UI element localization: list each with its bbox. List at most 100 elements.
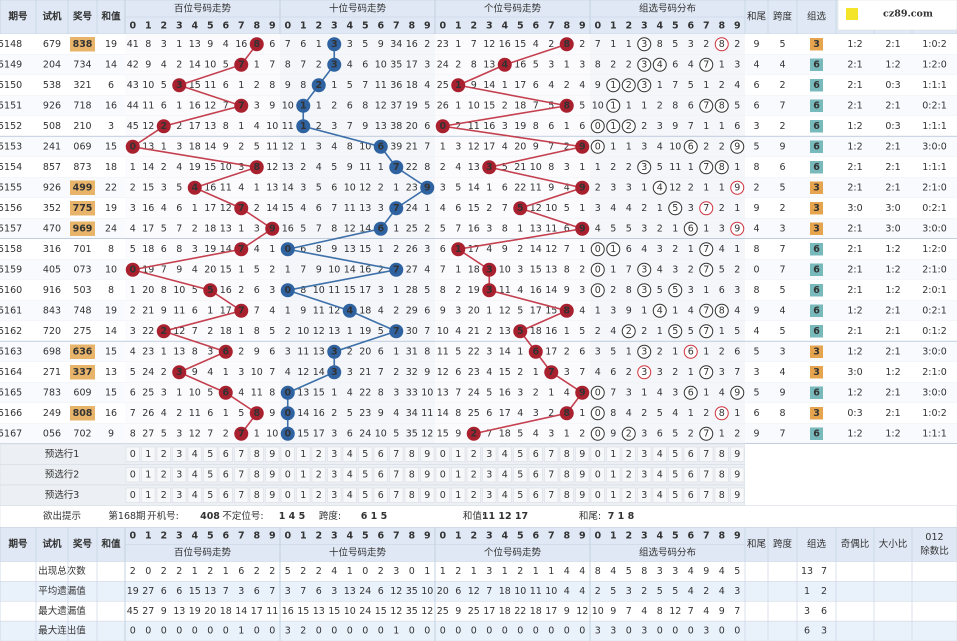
omission: 1 <box>424 203 430 214</box>
span: 7 <box>779 428 785 439</box>
preselect-cell <box>497 446 512 462</box>
omission: 1 <box>517 346 523 357</box>
stats-value: 45 <box>127 606 139 617</box>
omission: 15 <box>189 80 201 91</box>
omission: 2 <box>734 39 740 50</box>
group-bg <box>810 38 823 51</box>
omission: 20 <box>142 285 154 296</box>
preselect-digit: 0 <box>440 490 446 501</box>
sum-tail: 8 <box>753 244 759 255</box>
digit-header: 7 <box>238 531 245 542</box>
omission: 4 <box>657 387 663 398</box>
omission: 5 <box>672 428 678 439</box>
digit-header: 0 <box>129 21 136 32</box>
omission: 8 <box>424 346 430 357</box>
omission: 1 <box>719 59 725 70</box>
stats-value: 6 <box>254 586 260 597</box>
omission: 1 <box>641 100 647 111</box>
stats-value: 15 <box>189 586 201 597</box>
digit-header: 7 <box>703 531 710 542</box>
group-digit: 7 <box>703 203 709 214</box>
omission: 10 <box>344 182 356 193</box>
omission: 12 <box>530 203 542 214</box>
mod3: 1:1:1 <box>922 121 947 132</box>
group-hit <box>699 262 714 277</box>
omission: 1 <box>703 346 709 357</box>
omission: 11 <box>499 285 511 296</box>
omission: 4 <box>238 387 244 398</box>
omission: 4 <box>688 59 694 70</box>
stats-group: 6 <box>804 626 810 637</box>
group-digit: 8 <box>719 408 725 419</box>
omission: 18 <box>220 326 232 337</box>
group-hit <box>714 37 729 52</box>
omission: 1 <box>161 346 167 357</box>
section-bg <box>125 341 280 362</box>
size: 2:1 <box>885 141 900 152</box>
mod3: 0:1:2 <box>922 326 947 337</box>
omission: 15 <box>282 203 294 214</box>
omission: 1 <box>486 305 492 316</box>
omission: 4 <box>579 305 585 316</box>
preselect-digit: 2 <box>471 449 477 460</box>
omission: 4 <box>254 121 260 132</box>
trend-line <box>130 43 274 435</box>
omission: 14 <box>483 80 495 91</box>
preselect-cell <box>280 446 295 462</box>
digit-header: 7 <box>548 21 555 32</box>
hit-ball <box>575 221 590 236</box>
parity: 1:2 <box>847 387 862 398</box>
hit-ball <box>234 303 249 318</box>
omission: 2 <box>316 59 322 70</box>
sum-tail: 3 <box>753 367 759 378</box>
hit-digit: 0 <box>439 121 446 132</box>
omission: 5 <box>347 408 353 419</box>
group-digit: 6 <box>688 223 694 234</box>
stats-value: 0 <box>378 626 384 637</box>
hit-digit: 0 <box>284 244 291 255</box>
omission: 13 <box>204 121 216 132</box>
preselect-cell <box>668 487 683 503</box>
omission: 2 <box>564 141 570 152</box>
omission: 8 <box>316 244 322 255</box>
hit-digit: 3 <box>331 59 338 70</box>
omission: 8 <box>331 223 337 234</box>
mod3: 1:2:0 <box>922 59 947 70</box>
stats-value: 1 <box>533 566 539 577</box>
omission: 2 <box>130 305 136 316</box>
group-digit: 3 <box>641 346 647 357</box>
header-cell: 和值 <box>100 538 121 550</box>
group-digit: 7 <box>703 428 709 439</box>
preselect-digit: 9 <box>424 469 430 480</box>
stats-value: 7 <box>300 586 306 597</box>
omission: 2 <box>502 100 508 111</box>
hit-digit: 7 <box>393 264 400 275</box>
omission: 3 <box>548 428 554 439</box>
header-cell: 和尾 <box>747 539 766 550</box>
omission: 9 <box>347 162 353 173</box>
preselect-cell <box>342 467 357 483</box>
span: 9 <box>779 387 785 398</box>
hit-ball <box>373 221 388 236</box>
omission: 1 <box>734 203 740 214</box>
omission: 5 <box>161 223 167 234</box>
preselect-cell <box>590 487 605 503</box>
group-digit: 8 <box>719 162 725 173</box>
omission: 2 <box>641 326 647 337</box>
omission: 4 <box>440 203 446 214</box>
stats-value: 1 <box>424 566 430 577</box>
period: 2025162 <box>0 326 22 337</box>
omission: 5 <box>688 80 694 91</box>
preselect-cell <box>451 467 466 483</box>
omission: 2 <box>192 223 198 234</box>
group-digit: 7 <box>703 305 709 316</box>
omission: 4 <box>595 223 601 234</box>
preselect-digit: 2 <box>316 490 322 501</box>
omission: 19 <box>189 162 201 173</box>
omission: 10 <box>142 80 154 91</box>
group-digit: 3 <box>641 264 647 275</box>
omission: 17 <box>189 121 201 132</box>
omission: 11 <box>530 182 542 193</box>
omission: 3 <box>564 162 570 173</box>
hit-digit: 6 <box>377 141 384 152</box>
